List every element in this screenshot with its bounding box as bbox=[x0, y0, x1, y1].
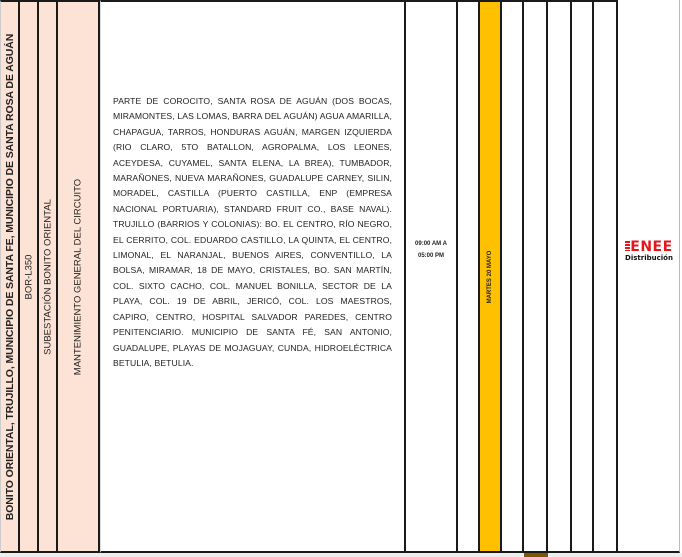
affected-areas-text: PARTE DE COROCITO, SANTA ROSA DE AGUÁN (… bbox=[113, 96, 392, 368]
affected-areas-cell: PARTE DE COROCITO, SANTA ROSA DE AGUÁN (… bbox=[100, 0, 406, 553]
time-end: 05:00 PM bbox=[417, 253, 444, 259]
empty-cell bbox=[502, 0, 524, 553]
table-bottom-edge bbox=[0, 553, 682, 557]
empty-cell bbox=[458, 0, 480, 553]
empty-cell bbox=[594, 0, 618, 553]
date-text: MARTES 20 MAYO bbox=[487, 250, 493, 303]
region-cell: BONITO ORIENTAL, TRUJILLO, MUNICIPIO DE … bbox=[0, 0, 20, 553]
circuit-cell: BOR-L350 bbox=[20, 0, 39, 553]
empty-cell bbox=[572, 0, 594, 553]
empty-cell bbox=[524, 0, 548, 553]
empty-cell bbox=[548, 0, 572, 553]
logo-subtitle: Distribución bbox=[625, 254, 673, 262]
time-start: 09:00 AM A bbox=[415, 241, 447, 247]
enee-logo-icon bbox=[625, 241, 631, 251]
substation-cell: SUBESTACIÓN BONITO ORIENTAL bbox=[39, 0, 58, 553]
work-description-cell: MANTENIMIENTO GENERAL DEL CIRCUITO bbox=[58, 0, 100, 553]
time-cell: 09:00 AM A 05:00 PM bbox=[406, 0, 458, 553]
region-text: BONITO ORIENTAL, TRUJILLO, MUNICIPIO DE … bbox=[3, 33, 16, 520]
substation-name: SUBESTACIÓN BONITO ORIENTAL bbox=[42, 198, 53, 355]
circuit-code: BOR-L350 bbox=[23, 254, 34, 299]
logo-cell: ENEE Distribución bbox=[618, 0, 680, 553]
logo-brand: ENEE bbox=[630, 239, 673, 255]
next-row-marker bbox=[524, 553, 548, 557]
work-description: MANTENIMIENTO GENERAL DEL CIRCUITO bbox=[72, 178, 84, 375]
time-range: 09:00 AM A 05:00 PM bbox=[406, 238, 456, 262]
enee-logo: ENEE Distribución bbox=[618, 240, 680, 262]
date-cell: MARTES 20 MAYO bbox=[480, 0, 502, 553]
